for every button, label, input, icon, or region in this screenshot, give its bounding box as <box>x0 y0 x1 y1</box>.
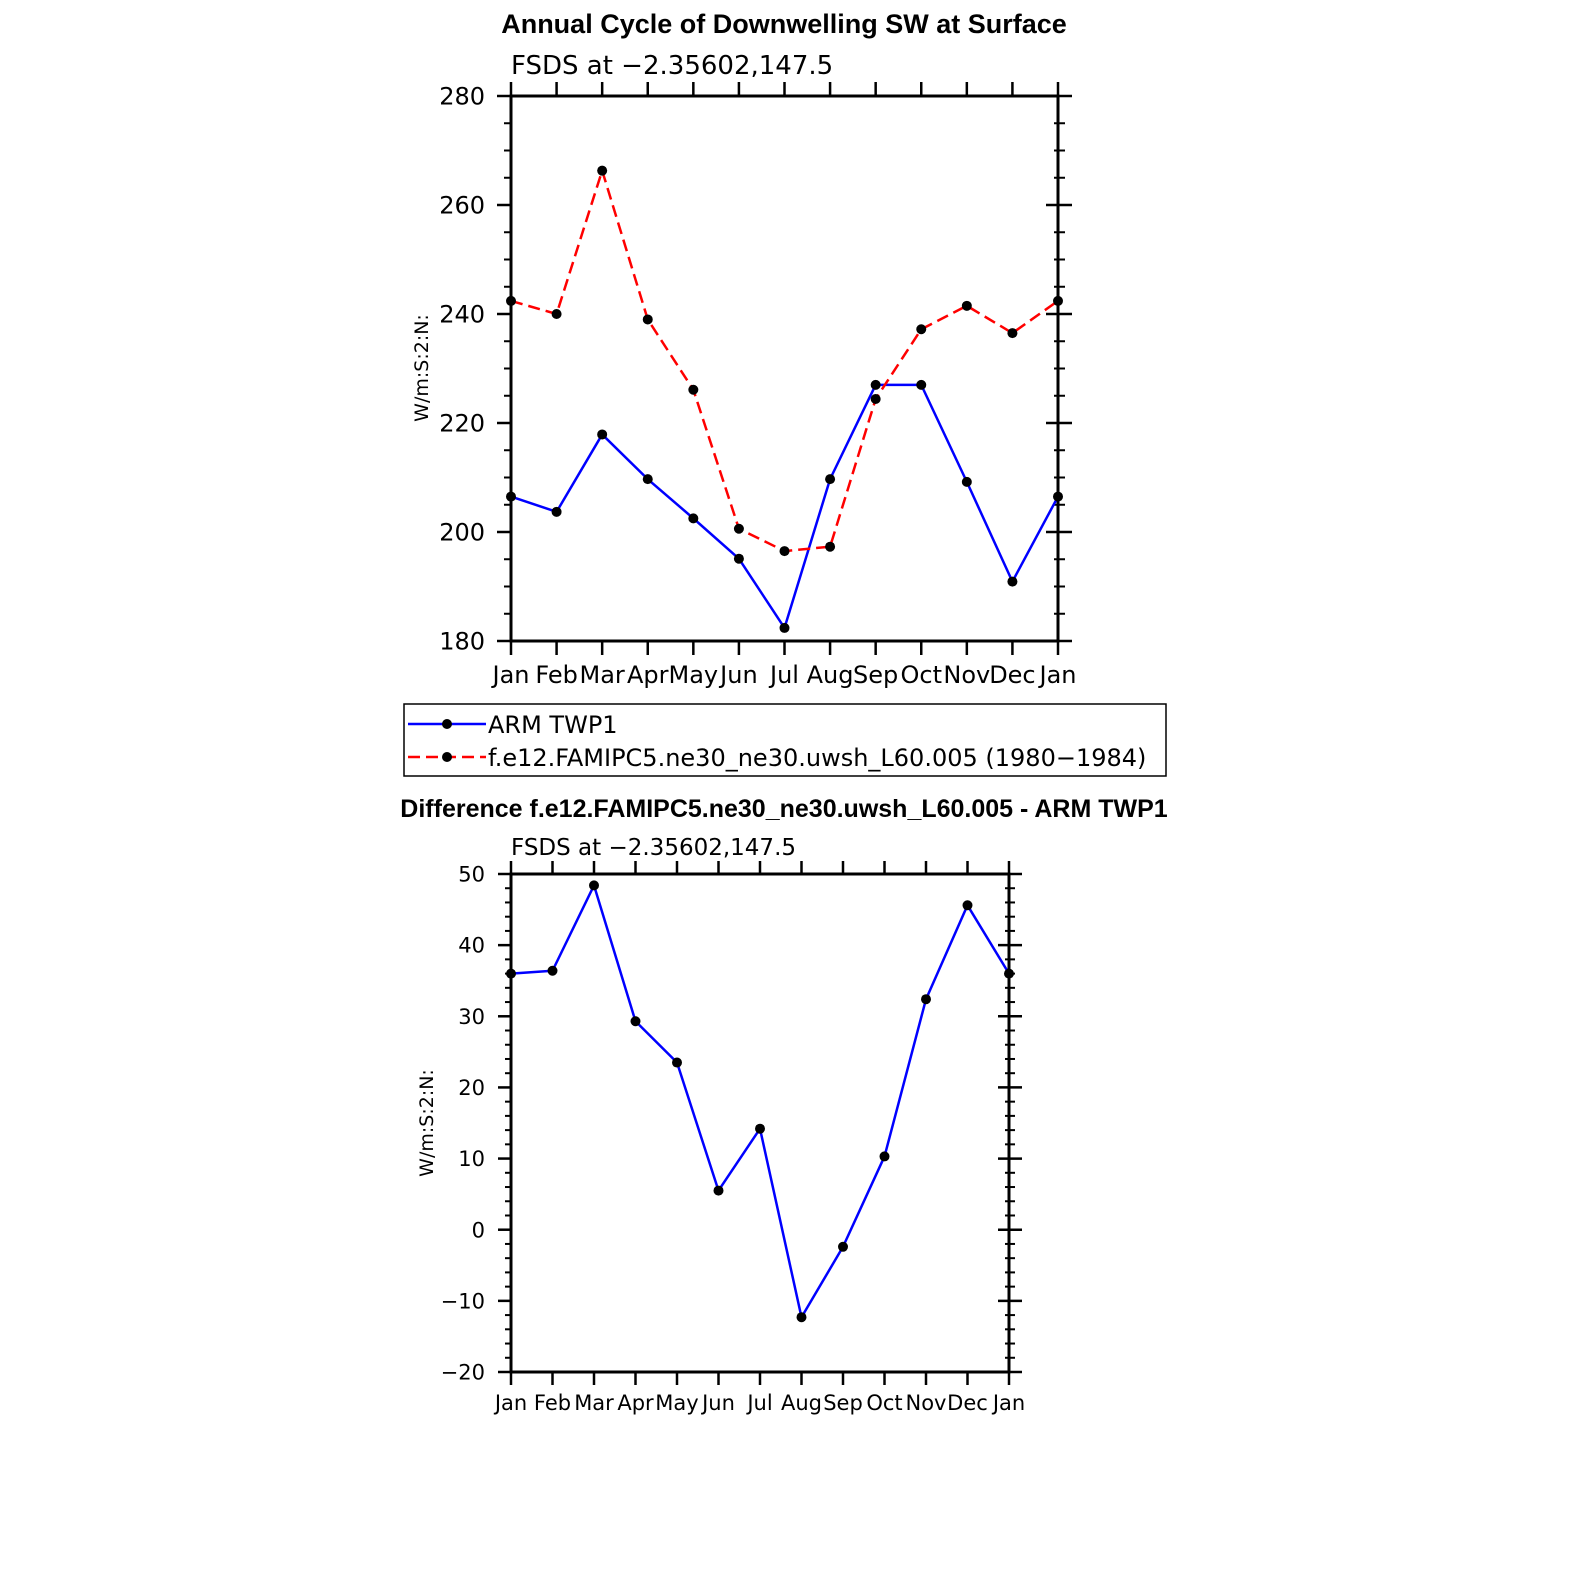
x-tick-label: Oct <box>901 661 943 689</box>
data-point <box>921 994 931 1005</box>
data-point <box>779 622 790 633</box>
y-tick-label: −20 <box>441 1361 485 1385</box>
data-point <box>713 1185 724 1196</box>
x-tick-label: Feb <box>535 661 578 689</box>
x-tick-label: Dec <box>989 661 1035 689</box>
x-tick-label: Jan <box>1038 661 1077 689</box>
chart-subtitle: FSDS at −2.35602,147.5 <box>511 835 796 861</box>
series-line-2 <box>510 169 1059 553</box>
x-tick-label: Oct <box>866 1391 902 1415</box>
plot-frame <box>509 94 1060 643</box>
data-point <box>733 553 744 564</box>
data-point <box>1004 968 1014 979</box>
x-tick-label: Jul <box>768 661 799 689</box>
series-line-1 <box>510 884 1011 1319</box>
data-point <box>838 1241 848 1252</box>
x-tick-label: Sep <box>823 1391 863 1415</box>
chart-panel-1: Annual Cycle of Downwelling SW at Surfac… <box>403 9 1167 777</box>
data-point <box>825 541 836 552</box>
legend-label-1: ARM TWP1 <box>488 711 618 739</box>
x-tick-label: Jan <box>991 1391 1025 1415</box>
x-tick-label: Aug <box>807 661 854 689</box>
data-point <box>825 474 836 485</box>
data-point <box>779 546 790 557</box>
data-point <box>547 965 558 976</box>
data-point <box>1053 491 1063 502</box>
y-tick-label: 260 <box>439 192 485 220</box>
data-point <box>962 900 973 911</box>
chart-subtitle: FSDS at −2.35602,147.5 <box>511 51 833 81</box>
x-tick-label: Feb <box>534 1391 571 1415</box>
y-tick-label: 0 <box>472 1218 485 1242</box>
x-tick-label: Nov <box>943 661 990 689</box>
x-tick-label: Mar <box>580 661 625 689</box>
data-point <box>506 295 516 306</box>
data-point <box>597 165 608 176</box>
data-point <box>551 506 562 517</box>
y-tick-label: 220 <box>439 410 485 438</box>
data-point <box>589 880 599 891</box>
data-point <box>642 314 653 325</box>
x-tick-label: Apr <box>627 661 669 689</box>
data-point <box>506 968 516 979</box>
data-point <box>755 1123 765 1134</box>
x-tick-label: Aug <box>781 1391 822 1415</box>
x-tick-label: Jan <box>493 1391 527 1415</box>
x-tick-label: Jan <box>491 661 530 689</box>
x-tick-label: Nov <box>906 1391 947 1415</box>
x-tick-label: Dec <box>947 1391 988 1415</box>
data-point <box>1007 328 1018 339</box>
data-point <box>551 309 562 319</box>
data-point <box>961 300 972 311</box>
data-point <box>961 476 972 487</box>
plot-frame <box>509 872 1011 1374</box>
y-tick-label: 50 <box>458 863 485 887</box>
legend-label-2: f.e12.FAMIPC5.ne30_ne30.uwsh_L60.005 (19… <box>488 744 1146 772</box>
chart-title: Difference f.e12.FAMIPC5.ne30_ne30.uwsh_… <box>400 795 1167 823</box>
y-axis-label: W/m:S:2:N: <box>416 1069 438 1177</box>
chart-panel-2: Difference f.e12.FAMIPC5.ne30_ne30.uwsh_… <box>400 795 1167 1415</box>
data-point <box>879 1151 890 1162</box>
y-tick-label: 30 <box>458 1005 485 1029</box>
y-tick-label: 20 <box>458 1076 485 1100</box>
legend-marker <box>442 752 452 762</box>
data-point <box>733 523 744 534</box>
y-tick-label: −10 <box>441 1289 485 1313</box>
legend-marker <box>442 719 452 729</box>
data-point <box>916 379 927 390</box>
data-point <box>672 1057 682 1068</box>
y-tick-label: 280 <box>439 83 485 111</box>
x-tick-label: May <box>669 661 719 689</box>
data-point <box>642 474 653 485</box>
x-tick-label: Jun <box>718 661 758 689</box>
legend-box <box>403 703 1167 777</box>
y-tick-label: 200 <box>439 519 485 547</box>
data-point <box>916 324 927 335</box>
x-tick-label: Sep <box>853 661 898 689</box>
data-point <box>688 384 699 395</box>
data-point <box>506 491 516 502</box>
y-tick-label: 240 <box>439 301 485 329</box>
data-point <box>688 513 699 524</box>
x-tick-label: Mar <box>574 1391 614 1415</box>
y-tick-label: 180 <box>439 628 485 656</box>
data-point <box>630 1016 641 1027</box>
x-tick-label: May <box>655 1391 698 1415</box>
legend: ARM TWP1 f.e12.FAMIPC5.ne30_ne30.uwsh_L60… <box>403 703 1167 777</box>
x-tick-label: Apr <box>617 1391 654 1415</box>
series-line-1 <box>510 383 1060 630</box>
chart-title: Annual Cycle of Downwelling SW at Surfac… <box>501 9 1067 39</box>
x-tick-label: Jul <box>745 1391 772 1415</box>
y-tick-label: 40 <box>458 934 485 958</box>
y-axis-label: W/m:S:2:N: <box>411 314 433 422</box>
x-tick-label: Jun <box>700 1391 735 1415</box>
data-point <box>597 429 608 440</box>
data-point <box>870 379 881 390</box>
data-point <box>1053 295 1063 306</box>
data-point <box>1007 576 1018 587</box>
data-point <box>870 394 881 405</box>
y-tick-label: 10 <box>458 1147 485 1171</box>
data-point <box>796 1312 807 1323</box>
